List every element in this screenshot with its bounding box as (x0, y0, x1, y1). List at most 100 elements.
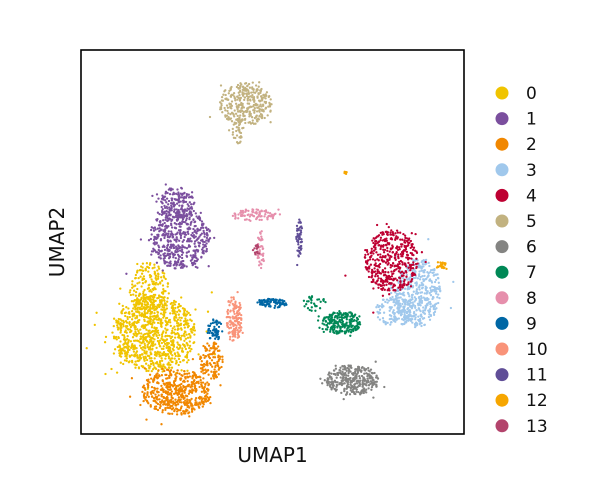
point (426, 290, 429, 293)
point (236, 117, 239, 121)
point (181, 380, 185, 383)
point (171, 342, 174, 345)
point (181, 347, 184, 350)
point (435, 290, 438, 293)
point (161, 399, 164, 402)
point (172, 370, 175, 373)
point (213, 341, 216, 344)
point (376, 253, 380, 256)
point (173, 238, 176, 241)
point (390, 314, 393, 318)
point (409, 266, 412, 269)
point (256, 243, 259, 247)
point (171, 312, 175, 315)
point (270, 298, 273, 301)
point (173, 325, 176, 328)
point (132, 350, 136, 353)
point (192, 325, 195, 328)
point (212, 361, 216, 365)
point (239, 136, 242, 139)
point (181, 374, 184, 377)
point (203, 371, 207, 375)
point (160, 341, 164, 345)
point (402, 232, 405, 236)
point (156, 251, 159, 254)
point (184, 219, 188, 222)
point (378, 262, 382, 266)
point (187, 358, 190, 362)
point (177, 198, 180, 201)
point (374, 262, 377, 265)
point (206, 228, 209, 231)
point (381, 288, 384, 292)
point (140, 305, 143, 308)
point (209, 401, 212, 405)
point (209, 395, 212, 399)
point (130, 318, 134, 321)
point (345, 387, 348, 390)
point (376, 274, 379, 278)
point (163, 342, 167, 346)
point (350, 366, 353, 370)
point (157, 318, 161, 321)
scatter-points (85, 81, 455, 426)
point (346, 391, 349, 394)
point (184, 317, 187, 320)
point (188, 201, 191, 204)
point (166, 243, 170, 246)
point (263, 100, 266, 104)
point (381, 317, 385, 320)
point (164, 320, 168, 324)
point (190, 330, 193, 333)
point (319, 300, 322, 303)
point (122, 362, 125, 366)
point (363, 372, 366, 375)
point (166, 300, 169, 303)
point (167, 254, 170, 257)
point (143, 386, 146, 390)
point (259, 239, 263, 242)
point (183, 326, 186, 329)
legend-label: 10 (526, 340, 548, 360)
point (206, 399, 210, 403)
point (167, 203, 170, 206)
point (308, 308, 311, 312)
point (174, 306, 177, 310)
point (372, 252, 375, 255)
point (175, 413, 179, 416)
point (251, 93, 254, 97)
point (221, 355, 224, 358)
point (153, 263, 156, 266)
point (189, 254, 192, 257)
point (374, 270, 377, 273)
point (229, 323, 232, 326)
point (178, 392, 181, 395)
point (140, 302, 144, 305)
point (196, 216, 200, 220)
point (118, 302, 121, 305)
point (147, 270, 150, 273)
point (103, 341, 107, 344)
point (216, 349, 220, 353)
point (442, 266, 446, 269)
point (175, 214, 178, 217)
point (231, 323, 234, 326)
point (144, 293, 147, 296)
legend-label: 12 (526, 391, 548, 411)
point (161, 292, 165, 295)
point (249, 219, 252, 223)
point (170, 232, 174, 235)
point (409, 251, 412, 255)
point (149, 275, 153, 278)
legend-item-1: 1 (495, 110, 537, 130)
point (248, 86, 252, 89)
point (235, 326, 238, 330)
point (172, 246, 175, 250)
point (163, 261, 166, 264)
point (258, 115, 261, 118)
point (207, 383, 210, 387)
point (176, 341, 179, 344)
point (226, 308, 230, 312)
point (157, 265, 160, 268)
point (157, 234, 160, 238)
